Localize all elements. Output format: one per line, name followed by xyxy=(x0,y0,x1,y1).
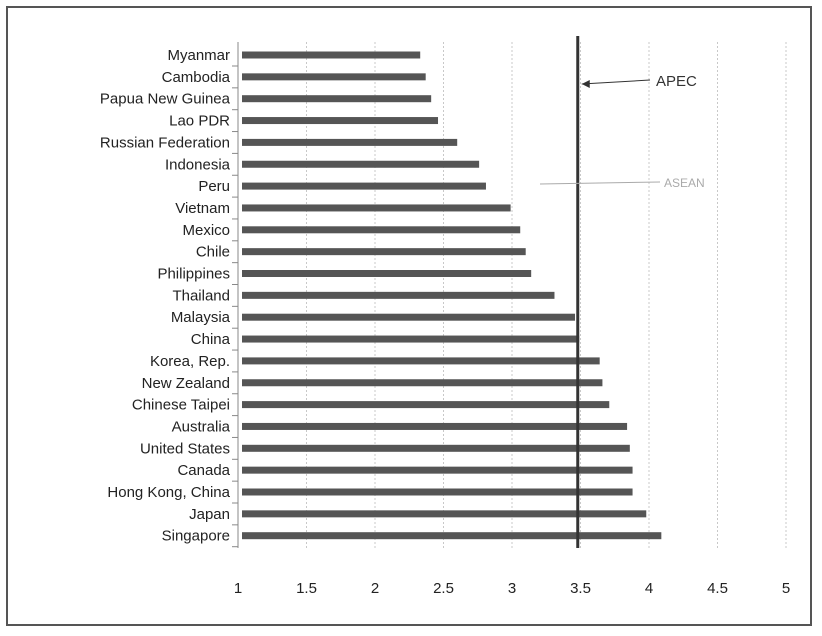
bar-japan xyxy=(242,510,647,518)
bar-new-zealand xyxy=(242,379,603,387)
x-tick-label: 3 xyxy=(508,580,516,597)
category-label: Australia xyxy=(172,418,231,435)
bar-australia xyxy=(242,422,628,430)
x-tick-label: 1.5 xyxy=(296,580,317,597)
category-label: Philippines xyxy=(157,266,230,283)
bar-peru xyxy=(242,182,486,190)
bar-myanmar xyxy=(242,51,421,59)
category-label: Hong Kong, China xyxy=(107,484,230,501)
x-tick-label: 3.5 xyxy=(570,580,591,597)
category-label: Peru xyxy=(198,178,230,195)
category-label: United States xyxy=(140,440,230,457)
bar-chile xyxy=(242,248,526,256)
category-label: Malaysia xyxy=(171,309,231,326)
category-label: Mexico xyxy=(182,222,230,239)
category-label: Chile xyxy=(196,244,230,261)
apec-arrow-head xyxy=(581,80,590,88)
category-label: Myanmar xyxy=(167,47,230,64)
bars xyxy=(242,51,662,540)
bar-china xyxy=(242,335,580,343)
category-label: Singapore xyxy=(162,528,230,545)
bar-mexico xyxy=(242,226,521,234)
category-label: Korea, Rep. xyxy=(150,353,230,370)
bar-indonesia xyxy=(242,160,480,168)
bar-lao-pdr xyxy=(242,117,439,125)
bar-thailand xyxy=(242,291,555,299)
category-label: Thailand xyxy=(172,287,230,304)
bar-philippines xyxy=(242,270,532,277)
bar-russian-federation xyxy=(242,138,458,146)
category-label: New Zealand xyxy=(142,375,230,392)
x-tick-label: 2.5 xyxy=(433,580,454,597)
category-label: Indonesia xyxy=(165,156,231,173)
bar-vietnam xyxy=(242,204,511,212)
category-label: Cambodia xyxy=(162,69,231,86)
apec-label: APEC xyxy=(656,73,697,90)
reference-lines: APEC ASEAN xyxy=(539,36,705,548)
bar-malaysia xyxy=(242,313,576,321)
bar-united-states xyxy=(242,444,630,452)
bar-canada xyxy=(242,466,633,474)
category-labels: Myanmar Cambodia Papua New Guinea Lao PDR Ru… xyxy=(100,47,231,545)
category-label: Japan xyxy=(189,506,230,523)
bar-korea-rep- xyxy=(242,357,600,365)
bar-hong-kong-china xyxy=(242,488,633,496)
x-tick-label: 1 xyxy=(234,580,242,597)
category-label: Chinese Taipei xyxy=(132,397,230,414)
gridlines xyxy=(232,42,787,548)
category-label: Russian Federation xyxy=(100,134,230,151)
bar-cambodia xyxy=(242,73,426,81)
bar-chinese-taipei xyxy=(242,401,610,409)
category-label: Lao PDR xyxy=(169,113,230,130)
category-label: Vietnam xyxy=(175,200,230,217)
x-tick-label: 5 xyxy=(782,580,790,597)
asean-arrow xyxy=(539,181,661,185)
bar-singapore xyxy=(242,532,662,540)
x-tick-label: 4.5 xyxy=(707,580,728,597)
x-tick-labels: 1 1.5 2 2.5 3 3.5 4 4.5 5 xyxy=(234,580,790,597)
category-label: China xyxy=(191,331,231,348)
asean-label: ASEAN xyxy=(664,176,705,190)
category-label: Papua New Guinea xyxy=(100,91,231,108)
category-label: Canada xyxy=(177,462,230,479)
apec-arrow xyxy=(581,79,651,85)
bar-papua-new-guinea xyxy=(242,95,432,103)
x-tick-label: 2 xyxy=(371,580,379,597)
x-tick-label: 4 xyxy=(645,580,653,597)
